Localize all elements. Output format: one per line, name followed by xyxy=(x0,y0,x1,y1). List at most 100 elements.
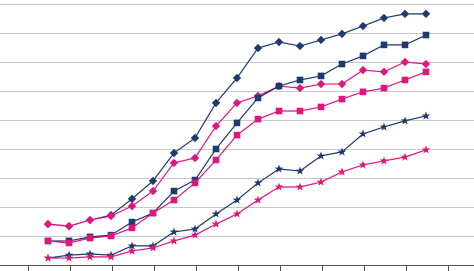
marker xyxy=(274,182,284,191)
series xyxy=(44,68,430,247)
marker xyxy=(44,237,52,245)
marker xyxy=(401,76,409,84)
marker xyxy=(337,79,347,89)
marker xyxy=(316,177,326,186)
series xyxy=(43,145,431,262)
marker xyxy=(148,243,158,252)
marker xyxy=(253,43,263,53)
marker xyxy=(190,153,200,163)
marker xyxy=(191,179,199,187)
marker xyxy=(421,111,431,120)
marker xyxy=(317,103,325,111)
marker xyxy=(358,129,368,138)
marker xyxy=(317,72,325,80)
marker xyxy=(169,148,179,158)
marker xyxy=(380,41,388,49)
marker xyxy=(128,224,136,232)
marker xyxy=(296,107,304,115)
marker xyxy=(379,122,389,131)
marker xyxy=(232,98,242,108)
marker xyxy=(85,215,95,225)
marker xyxy=(422,68,430,76)
marker xyxy=(422,31,430,39)
marker xyxy=(253,195,263,204)
marker xyxy=(254,94,262,102)
marker xyxy=(400,152,410,161)
x-axis xyxy=(0,265,474,271)
marker xyxy=(316,151,326,160)
marker xyxy=(296,76,304,84)
marker xyxy=(379,13,389,23)
marker xyxy=(211,121,221,131)
marker xyxy=(295,41,305,51)
marker xyxy=(85,252,95,261)
marker xyxy=(170,187,178,195)
marker xyxy=(379,67,389,77)
marker xyxy=(359,52,367,60)
marker xyxy=(358,160,368,169)
marker xyxy=(127,194,137,204)
marker xyxy=(211,219,221,228)
series xyxy=(43,57,431,231)
marker xyxy=(170,196,178,204)
marker xyxy=(106,211,116,221)
marker xyxy=(401,41,409,49)
marker xyxy=(358,21,368,31)
marker xyxy=(64,253,74,262)
marker xyxy=(169,227,179,236)
marker xyxy=(233,119,241,127)
marker xyxy=(359,88,367,96)
marker xyxy=(211,209,221,218)
marker xyxy=(148,186,158,196)
marker xyxy=(275,107,283,115)
marker xyxy=(295,166,305,175)
marker xyxy=(254,115,262,123)
marker xyxy=(190,230,200,239)
marker xyxy=(337,147,347,156)
marker xyxy=(253,178,263,187)
marker xyxy=(190,133,200,143)
marker xyxy=(295,182,305,191)
marker xyxy=(106,252,116,261)
marker xyxy=(380,84,388,92)
marker xyxy=(127,241,137,250)
marker xyxy=(43,253,53,262)
marker xyxy=(43,219,53,229)
marker xyxy=(274,164,284,173)
marker xyxy=(190,224,200,233)
marker xyxy=(232,209,242,218)
marker xyxy=(274,37,284,47)
marker xyxy=(212,156,220,164)
marker xyxy=(421,59,431,69)
marker xyxy=(107,232,115,240)
marker xyxy=(421,145,431,154)
marker xyxy=(358,65,368,75)
series-line xyxy=(48,149,427,259)
marker xyxy=(295,83,305,93)
marker xyxy=(316,35,326,45)
marker xyxy=(128,218,136,226)
marker xyxy=(148,176,158,186)
marker xyxy=(233,131,241,139)
marker xyxy=(232,195,242,204)
marker xyxy=(127,246,137,255)
marker xyxy=(338,95,346,103)
marker xyxy=(338,60,346,68)
marker xyxy=(400,116,410,125)
marker xyxy=(232,73,242,83)
marker xyxy=(400,9,410,19)
marker xyxy=(337,167,347,176)
marker xyxy=(421,9,431,19)
marker xyxy=(65,239,73,247)
marker xyxy=(169,236,179,245)
marker xyxy=(400,57,410,67)
marker xyxy=(316,79,326,89)
marker xyxy=(86,234,94,242)
marker xyxy=(379,156,389,165)
marker xyxy=(64,221,74,231)
marker xyxy=(211,98,221,108)
marker xyxy=(149,209,157,217)
marker xyxy=(275,82,283,90)
